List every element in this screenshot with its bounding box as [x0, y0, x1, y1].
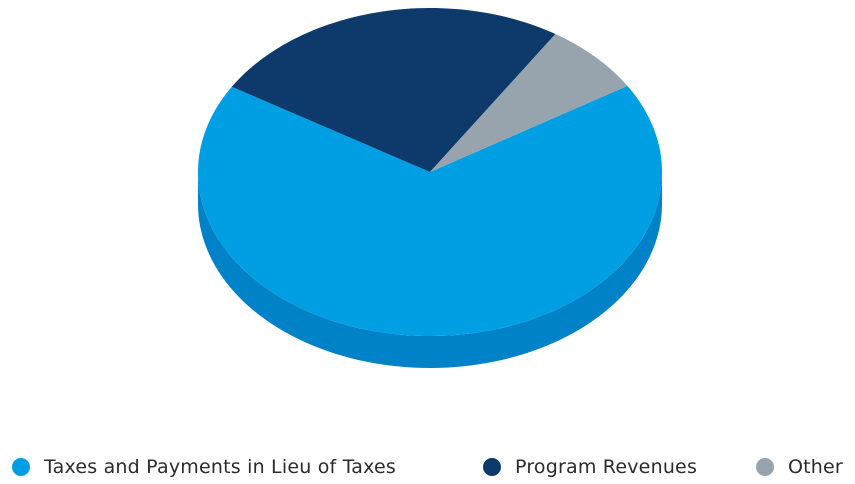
- legend-label-program-revenues: Program Revenues: [515, 456, 698, 478]
- legend-label-other: Other: [788, 456, 843, 478]
- legend-marker-other: [756, 458, 774, 476]
- pie-slice-other[interactable]: [430, 34, 628, 172]
- pie-slice-taxes-and-payments-in-lieu-of-taxes[interactable]: [198, 85, 662, 336]
- legend-marker-taxes: [12, 458, 30, 476]
- pie-side-walls: [198, 172, 662, 368]
- legend-marker-program-revenues: [483, 458, 501, 476]
- legend-item-program-revenues[interactable]: Program Revenues: [483, 450, 697, 484]
- legend-label-taxes: Taxes and Payments in Lieu of Taxes: [44, 456, 396, 478]
- pie-top-faces: [198, 8, 662, 336]
- pie-chart: [198, 8, 662, 368]
- chart-legend: Taxes and Payments in Lieu of Taxes Prog…: [0, 450, 855, 484]
- legend-item-taxes[interactable]: Taxes and Payments in Lieu of Taxes: [12, 450, 396, 484]
- legend-item-other[interactable]: Other: [756, 450, 843, 484]
- pie-side-taxes-and-payments-in-lieu-of-taxes: [198, 172, 662, 368]
- pie-slice-program-revenues[interactable]: [231, 8, 556, 172]
